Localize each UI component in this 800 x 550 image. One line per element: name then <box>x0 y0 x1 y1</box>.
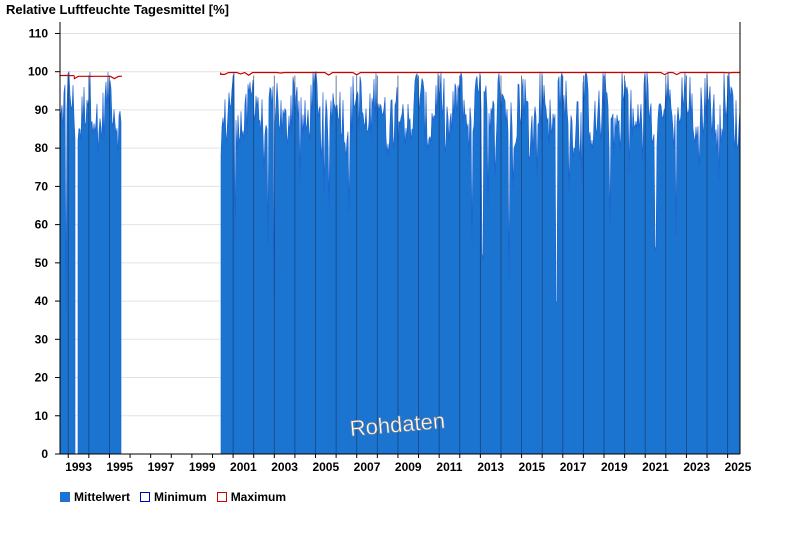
legend-label-maximum: Maximum <box>230 490 287 504</box>
tick-label-x-2001: 2001 <box>230 460 257 474</box>
tick-label-y-100: 100 <box>28 65 48 79</box>
tick-label-x-1997: 1997 <box>148 460 175 474</box>
tick-label-x-2015: 2015 <box>519 460 546 474</box>
legend-label-mittelwert: Mittelwert <box>74 490 131 504</box>
tick-label-y-80: 80 <box>35 141 49 155</box>
legend-item-minimum: Minimum <box>140 490 207 504</box>
legend-swatch-maximum <box>216 492 227 502</box>
series-mittelwert-area-1 <box>77 71 122 455</box>
tick-label-y-30: 30 <box>35 332 49 346</box>
tick-label-x-2021: 2021 <box>642 460 669 474</box>
legend: Mittelwert Minimum Maximum <box>60 490 286 504</box>
tick-label-x-2017: 2017 <box>560 460 587 474</box>
data-layer <box>59 70 741 455</box>
legend-item-mittelwert: Mittelwert <box>60 490 130 504</box>
tick-label-x-2013: 2013 <box>477 460 504 474</box>
tick-label-x-2003: 2003 <box>271 460 298 474</box>
tick-label-y-0: 0 <box>41 447 48 461</box>
axes-layer <box>55 22 741 458</box>
tick-label-x-1995: 1995 <box>106 460 133 474</box>
tick-label-y-50: 50 <box>35 256 49 270</box>
label-layer: 0 10 20 30 40 50 60 70 80 90 100 110 1993 1995 1997 199… <box>28 26 752 474</box>
series-maximum-line-1 <box>73 75 122 80</box>
tick-label-x-1993: 1993 <box>65 460 92 474</box>
legend-item-maximum: Maximum <box>216 490 287 504</box>
legend-swatch-mittelwert <box>60 492 70 502</box>
tick-label-y-40: 40 <box>35 294 49 308</box>
tick-label-x-2009: 2009 <box>395 460 422 474</box>
tick-label-y-90: 90 <box>35 103 49 117</box>
legend-swatch-minimum <box>140 492 151 502</box>
chart-title: Relative Luftfeuchte Tagesmittel [%] <box>6 2 229 17</box>
tick-label-y-60: 60 <box>35 218 49 232</box>
tick-label-x-2019: 2019 <box>601 460 628 474</box>
tick-label-x-2007: 2007 <box>354 460 381 474</box>
tick-label-x-1999: 1999 <box>189 460 216 474</box>
legend-label-minimum: Minimum <box>154 490 207 504</box>
series-mittelwert-area-0 <box>59 70 76 455</box>
tick-label-y-20: 20 <box>35 371 49 385</box>
tick-label-y-110: 110 <box>29 26 49 40</box>
tick-label-x-2011: 2011 <box>436 460 462 474</box>
tick-label-x-2023: 2023 <box>683 460 710 474</box>
tick-label-y-10: 10 <box>35 409 49 423</box>
series-maximum-line-2 <box>220 71 741 77</box>
tick-label-x-2025: 2025 <box>725 460 752 474</box>
tick-label-y-70: 70 <box>35 179 49 193</box>
tick-label-x-2005: 2005 <box>312 460 339 474</box>
